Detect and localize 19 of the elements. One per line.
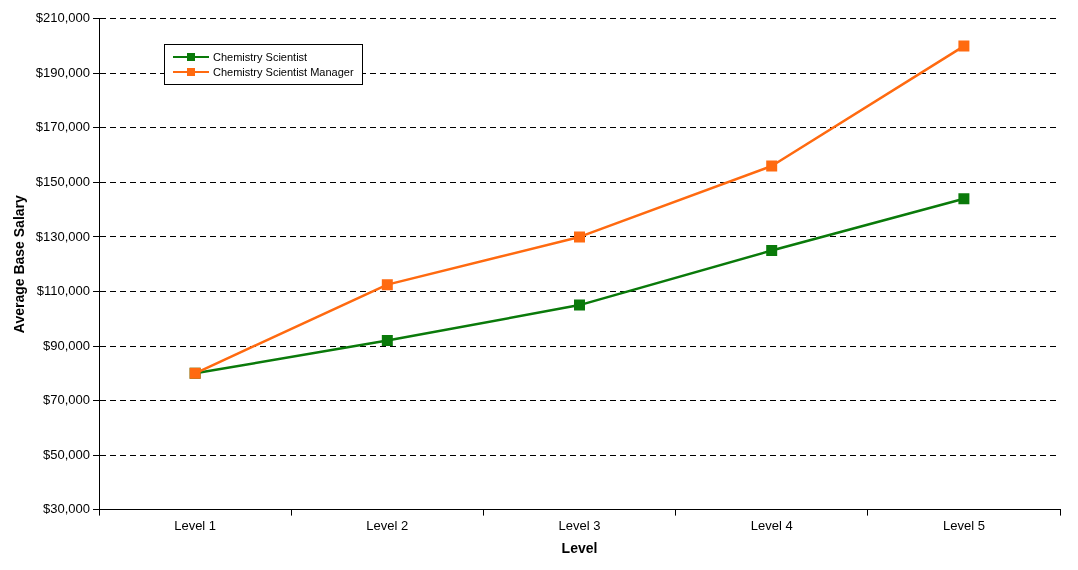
- y-tick-label: $170,000: [35, 119, 91, 135]
- y-tick-label: $70,000: [43, 392, 91, 408]
- y-tick-label: $90,000: [43, 337, 91, 353]
- x-tick-label: Level 4: [750, 517, 793, 533]
- x-tick-label: Level 2: [366, 517, 409, 533]
- y-tick-label: $150,000: [35, 173, 91, 189]
- y-tick-label: $30,000: [43, 501, 91, 517]
- x-axis-title: Level: [561, 540, 598, 557]
- y-tick-label: $190,000: [35, 64, 91, 80]
- legend-label: Chemistry Scientist: [213, 50, 308, 63]
- y-tick-label: $130,000: [35, 228, 91, 244]
- x-tick-label: Level 3: [558, 517, 601, 533]
- y-tick-label: $50,000: [43, 446, 91, 462]
- y-tick-label: $210,000: [35, 10, 91, 26]
- x-tick-label: Level 1: [174, 517, 217, 533]
- legend-label: Chemistry Scientist Manager: [213, 65, 354, 78]
- y-axis-title: Average Base Salary: [11, 194, 28, 334]
- y-tick-label: $110,000: [36, 283, 91, 299]
- x-tick-label: Level 5: [942, 517, 985, 533]
